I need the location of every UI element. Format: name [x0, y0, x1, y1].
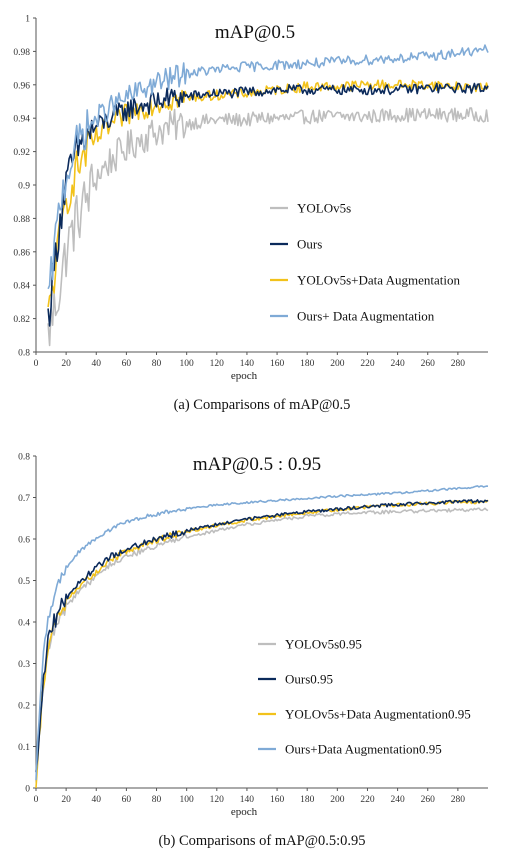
x-tick-label: 140 — [240, 359, 255, 369]
x-axis-label: epoch — [231, 370, 258, 382]
x-tick-label: 240 — [390, 359, 405, 369]
x-tick-label: 200 — [330, 359, 345, 369]
series-line-2 — [47, 79, 489, 308]
y-tick-label: 0.88 — [13, 215, 30, 225]
y-tick-label: 0.4 — [18, 619, 30, 629]
y-tick-label: 1 — [25, 15, 30, 25]
legend-entry: YOLOv5s — [297, 201, 351, 216]
x-tick-label: 280 — [451, 795, 466, 805]
series-line-0 — [47, 107, 489, 347]
legend-entry: Ours+Data Augmentation0.95 — [285, 742, 442, 757]
y-tick-label: 0.86 — [13, 248, 30, 258]
series-line-1 — [47, 82, 489, 327]
y-tick-label: 0.7 — [18, 494, 30, 504]
y-tick-label: 0.1 — [18, 743, 30, 753]
x-tick-label: 180 — [300, 795, 315, 805]
y-tick-label: 0.92 — [13, 148, 30, 158]
x-tick-label: 160 — [270, 359, 285, 369]
chart-panel-map5095: 0 0.1 0.2 0.3 0.4 0.5 0.6 0.7 0.8 0 20 40 60 80 100 120… — [0, 440, 524, 860]
series-line-3 — [35, 485, 489, 781]
x-tick-label: 60 — [122, 795, 132, 805]
legend-entry: YOLOv5s+Data Augmentation — [297, 273, 460, 288]
y-tick-label: 0.5 — [18, 577, 30, 587]
x-tick-label: 40 — [92, 795, 102, 805]
x-tick-label: 80 — [152, 795, 162, 805]
legend-entry: YOLOv5s0.95 — [285, 637, 362, 652]
y-tick-label: 0.8 — [18, 349, 30, 359]
x-tick-label: 20 — [61, 359, 71, 369]
series-line-2 — [35, 499, 489, 788]
y-tick-label: 0 — [25, 785, 30, 795]
legend-entry: Ours+ Data Augmentation — [297, 309, 435, 324]
x-tick-label: 40 — [92, 359, 102, 369]
legend-entry: YOLOv5s+Data Augmentation0.95 — [285, 707, 471, 722]
y-tick-label: 0.94 — [13, 115, 30, 125]
chart-title: mAP@0.5 — [215, 22, 295, 43]
x-tick-label: 220 — [360, 359, 375, 369]
x-tick-label: 120 — [210, 795, 225, 805]
legend-entry: Ours0.95 — [285, 672, 333, 687]
x-tick-label: 160 — [270, 795, 285, 805]
x-tick-label: 0 — [34, 359, 39, 369]
x-tick-label: 260 — [421, 359, 436, 369]
y-tick-label: 0.96 — [13, 81, 30, 91]
x-tick-label: 80 — [152, 359, 162, 369]
y-tick-label: 0.2 — [18, 702, 30, 712]
y-tick-label: 0.8 — [18, 453, 30, 463]
x-tick-label: 280 — [451, 359, 466, 369]
x-tick-label: 100 — [180, 795, 195, 805]
x-tick-label: 0 — [34, 795, 39, 805]
x-tick-label: 60 — [122, 359, 132, 369]
y-tick-label: 0.98 — [13, 48, 30, 58]
x-tick-label: 220 — [360, 795, 375, 805]
chart-map50: 0.80.820.840.860.880.90.920.940.960.9810… — [13, 15, 489, 382]
x-tick-label: 260 — [421, 795, 436, 805]
x-tick-label: 180 — [300, 359, 315, 369]
chart-title: mAP@0.5 : 0.95 — [193, 454, 321, 475]
x-tick-label: 140 — [240, 795, 255, 805]
y-tick-label: 0.84 — [13, 282, 30, 292]
y-tick-label: 0.3 — [18, 660, 30, 670]
x-tick-label: 100 — [180, 359, 195, 369]
x-tick-label: 240 — [390, 795, 405, 805]
x-tick-label: 20 — [61, 795, 71, 805]
chart-map5095: 0 0.1 0.2 0.3 0.4 0.5 0.6 0.7 0.8 0 20 40 60 80 100 120… — [18, 453, 489, 818]
x-tick-label: 200 — [330, 795, 345, 805]
legend-entry: Ours — [297, 237, 322, 252]
caption-map5095: (b) Comparisons of mAP@0.5:0.95 — [158, 833, 366, 849]
caption-map50: (a) Comparisons of mAP@0.5 — [173, 397, 351, 413]
series-line-1 — [35, 499, 489, 772]
y-tick-label: 0.6 — [18, 536, 30, 546]
y-tick-label: 0.82 — [13, 315, 30, 325]
series-line-3 — [47, 44, 489, 290]
series-line-0 — [35, 507, 489, 773]
x-axis-label: epoch — [231, 806, 258, 818]
y-tick-label: 0.9 — [18, 182, 30, 192]
x-tick-label: 120 — [210, 359, 225, 369]
chart-panel-map50: 0.8 0.82 0.84 0.86 0.88 0.9 0.92 0.94 0.96 0.98 1 0… — [0, 0, 524, 420]
